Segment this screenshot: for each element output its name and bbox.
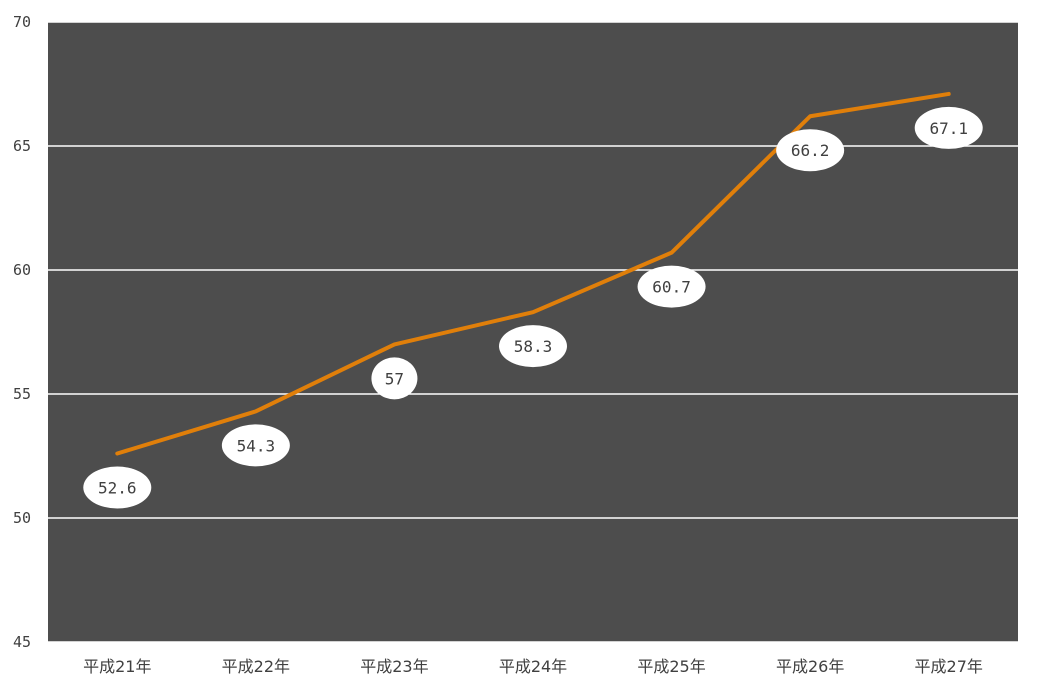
data-label: 57 bbox=[371, 357, 418, 400]
data-label-bubble bbox=[499, 325, 567, 368]
data-labels: 52.6 54.3 57 58.3 60.7 66.2 67.1 bbox=[83, 106, 983, 509]
y-axis-tick-labels: 45 50 55 60 65 70 bbox=[13, 13, 31, 651]
data-label-text: 52.6 bbox=[98, 479, 137, 498]
data-label-bubble bbox=[914, 106, 983, 149]
y-tick-label: 55 bbox=[13, 385, 31, 403]
data-label-bubble bbox=[371, 357, 418, 400]
data-label-bubble bbox=[221, 424, 290, 467]
data-label-bubble bbox=[776, 129, 845, 172]
x-category-label: 平成26年 bbox=[776, 657, 844, 676]
data-label-text: 66.2 bbox=[791, 141, 830, 160]
data-label: 58.3 bbox=[499, 325, 567, 368]
x-category-label: 平成23年 bbox=[360, 657, 428, 676]
data-label: 54.3 bbox=[221, 424, 290, 467]
y-tick-label: 50 bbox=[13, 509, 31, 527]
y-tick-label: 65 bbox=[13, 137, 31, 155]
x-axis-category-labels: 平成21年 平成22年 平成23年 平成24年 平成25年 平成26年 平成27年 bbox=[83, 657, 983, 676]
data-label: 52.6 bbox=[83, 466, 152, 509]
data-label-text: 57 bbox=[385, 369, 404, 388]
data-label-bubble bbox=[83, 466, 152, 509]
data-label-text: 58.3 bbox=[514, 337, 553, 356]
data-label: 66.2 bbox=[776, 129, 845, 172]
y-tick-label: 45 bbox=[13, 633, 31, 651]
x-category-label: 平成24年 bbox=[499, 657, 567, 676]
x-category-label: 平成21年 bbox=[83, 657, 151, 676]
data-label-bubble bbox=[637, 265, 706, 308]
x-category-label: 平成22年 bbox=[222, 657, 290, 676]
y-tick-label: 60 bbox=[13, 261, 31, 279]
x-category-label: 平成25年 bbox=[637, 657, 705, 676]
data-label-text: 60.7 bbox=[652, 278, 691, 297]
series-line bbox=[115, 91, 951, 456]
gridlines bbox=[48, 21, 1018, 643]
x-category-label: 平成27年 bbox=[915, 657, 983, 676]
data-label-text: 67.1 bbox=[929, 119, 968, 138]
data-label-text: 54.3 bbox=[237, 436, 276, 455]
data-label: 67.1 bbox=[914, 106, 983, 149]
data-label: 60.7 bbox=[637, 265, 706, 308]
y-tick-label: 70 bbox=[13, 13, 31, 31]
